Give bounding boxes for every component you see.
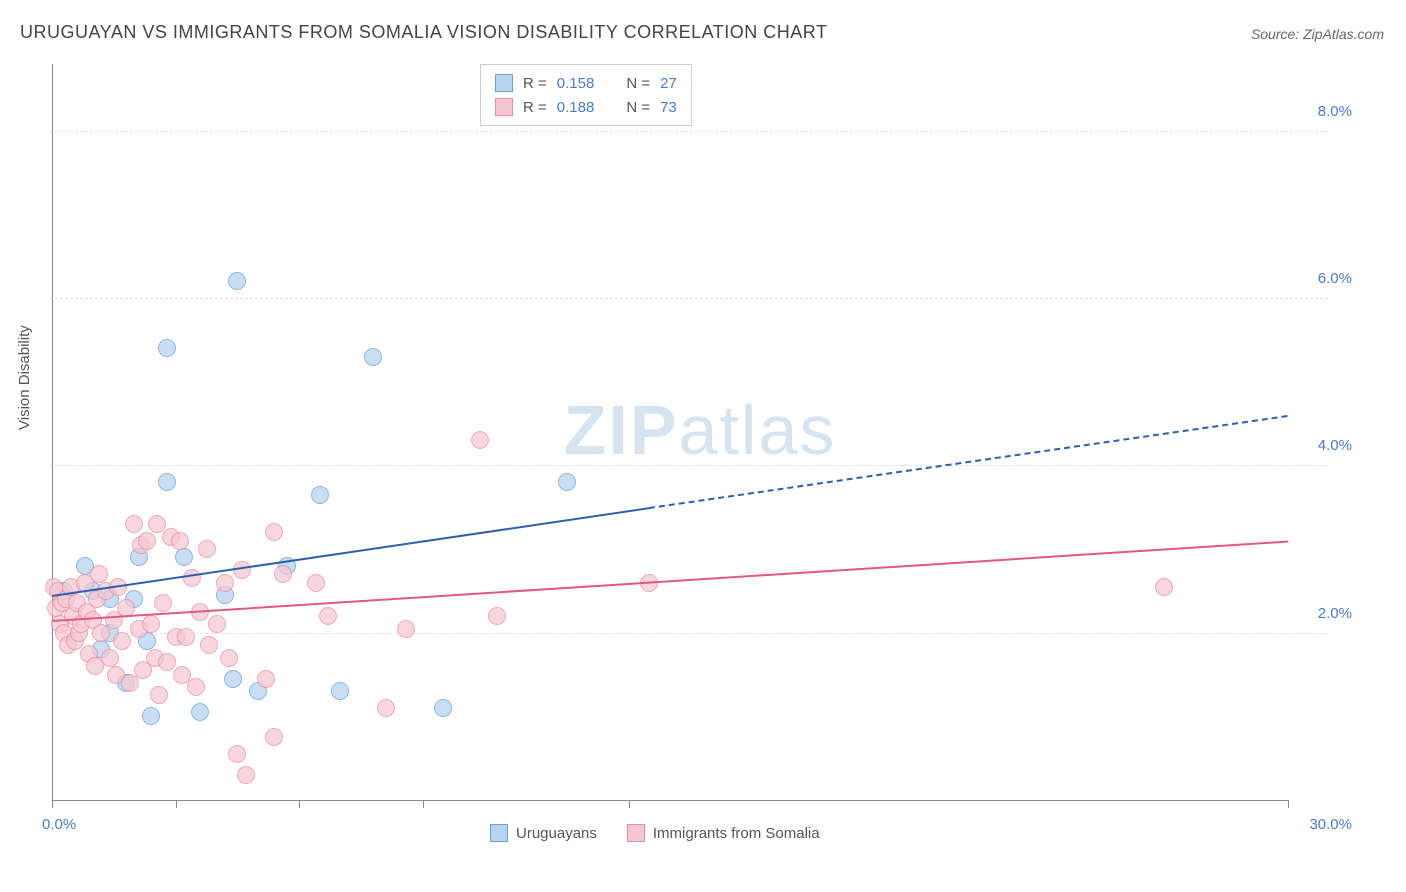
r-value: 0.188 — [557, 99, 595, 116]
y-tick-label: 8.0% — [1318, 103, 1352, 120]
scatter-point — [90, 565, 108, 583]
scatter-point — [1155, 578, 1173, 596]
x-tick — [629, 800, 630, 808]
x-tick — [1288, 800, 1289, 808]
n-label: N = — [626, 75, 650, 92]
legend-stat-row: R = 0.188 N = 73 — [495, 95, 677, 119]
n-label: N = — [626, 99, 650, 116]
plot-area: 2.0%4.0%6.0%8.0%0.0%30.0% — [50, 60, 1350, 830]
n-value: 27 — [660, 75, 677, 92]
legend-swatch — [627, 824, 645, 842]
x-tick — [423, 800, 424, 808]
r-value: 0.158 — [557, 75, 595, 92]
legend-series-label: Uruguayans — [516, 825, 597, 842]
r-label: R = — [523, 75, 547, 92]
scatter-point — [158, 473, 176, 491]
legend-swatch — [495, 74, 513, 92]
y-axis — [52, 64, 53, 800]
scatter-point — [397, 620, 415, 638]
scatter-point — [101, 649, 119, 667]
scatter-point — [331, 682, 349, 700]
chart-container: URUGUAYAN VS IMMIGRANTS FROM SOMALIA VIS… — [0, 0, 1406, 892]
scatter-point — [208, 615, 226, 633]
legend-series-item: Immigrants from Somalia — [627, 824, 820, 842]
legend-swatch — [495, 98, 513, 116]
x-min-label: 0.0% — [42, 816, 76, 833]
scatter-point — [228, 272, 246, 290]
scatter-point — [220, 649, 238, 667]
scatter-point — [125, 515, 143, 533]
scatter-point — [471, 431, 489, 449]
scatter-point — [191, 703, 209, 721]
y-tick-label: 4.0% — [1318, 437, 1352, 454]
scatter-point — [142, 707, 160, 725]
scatter-point — [198, 540, 216, 558]
scatter-point — [154, 594, 172, 612]
scatter-point — [142, 615, 160, 633]
scatter-point — [171, 532, 189, 550]
gridline — [50, 298, 1328, 299]
scatter-point — [187, 678, 205, 696]
chart-area: ZIPatlas 2.0%4.0%6.0%8.0%0.0%30.0% R =0.… — [50, 60, 1350, 830]
scatter-point — [237, 766, 255, 784]
x-tick — [176, 800, 177, 808]
scatter-point — [488, 607, 506, 625]
scatter-point — [228, 745, 246, 763]
scatter-point — [558, 473, 576, 491]
x-max-label: 30.0% — [1309, 816, 1352, 833]
scatter-point — [216, 574, 234, 592]
x-axis — [52, 800, 1288, 801]
scatter-point — [150, 686, 168, 704]
y-tick-label: 6.0% — [1318, 270, 1352, 287]
legend-swatch — [490, 824, 508, 842]
gridline — [50, 131, 1328, 132]
legend-series-label: Immigrants from Somalia — [653, 825, 820, 842]
legend-stat-row: R = 0.158 N = 27 — [495, 71, 677, 95]
n-value: 73 — [660, 99, 677, 116]
scatter-point — [224, 670, 242, 688]
scatter-point — [257, 670, 275, 688]
scatter-point — [175, 548, 193, 566]
scatter-point — [319, 607, 337, 625]
scatter-point — [158, 339, 176, 357]
y-tick-label: 2.0% — [1318, 605, 1352, 622]
legend-series-item: Uruguayans — [490, 824, 597, 842]
y-axis-label: Vision Disability — [16, 325, 33, 430]
scatter-point — [138, 532, 156, 550]
r-label: R = — [523, 99, 547, 116]
scatter-point — [265, 523, 283, 541]
scatter-point — [274, 565, 292, 583]
x-tick — [299, 800, 300, 808]
scatter-point — [307, 574, 325, 592]
scatter-point — [113, 632, 131, 650]
gridline — [50, 633, 1328, 634]
scatter-point — [364, 348, 382, 366]
gridline — [50, 465, 1328, 466]
x-tick — [52, 800, 53, 808]
scatter-point — [434, 699, 452, 717]
trend-line-dashed — [649, 415, 1288, 509]
scatter-point — [183, 569, 201, 587]
legend-series: Uruguayans Immigrants from Somalia — [490, 824, 820, 842]
scatter-point — [311, 486, 329, 504]
scatter-point — [200, 636, 218, 654]
scatter-point — [377, 699, 395, 717]
chart-title: URUGUAYAN VS IMMIGRANTS FROM SOMALIA VIS… — [20, 22, 827, 43]
trend-line — [52, 541, 1288, 622]
scatter-point — [177, 628, 195, 646]
legend-stats: R = 0.158 N = 27 R = 0.188 N = 73 — [480, 64, 692, 126]
source-label: Source: ZipAtlas.com — [1251, 26, 1384, 42]
scatter-point — [265, 728, 283, 746]
